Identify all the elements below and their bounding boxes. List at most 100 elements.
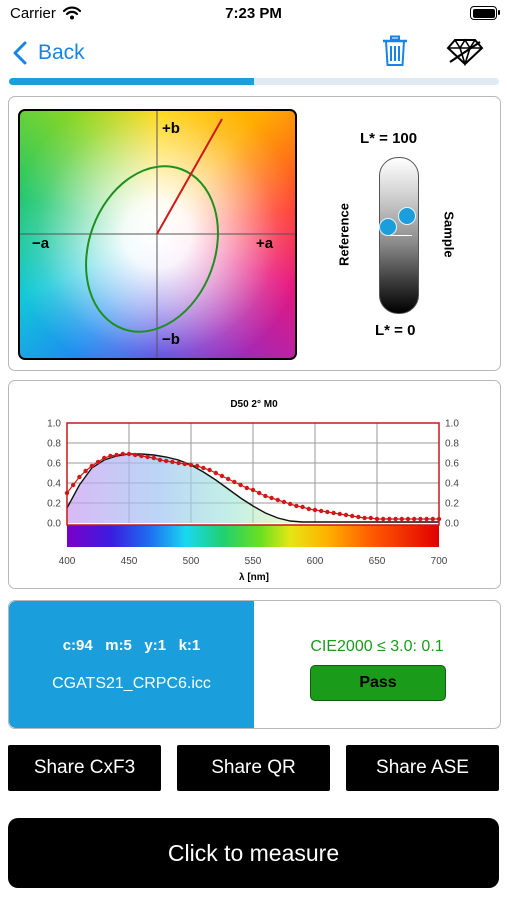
share-cxf3-button[interactable]: Share CxF3: [8, 745, 161, 791]
series-red-point: [294, 503, 299, 509]
progress-fill: [9, 78, 254, 85]
axis-label-plus-b: +b: [162, 120, 180, 137]
axis-label-minus-b: −b: [162, 331, 180, 348]
y-tick-label-right: 0.8: [445, 439, 459, 450]
color-swatch: c:94 m:5 y:1 k:1 CGATS21_CRPC6.icc: [9, 601, 254, 728]
y-tick-label-left: 1.0: [47, 419, 61, 430]
series-red-point: [412, 516, 417, 522]
series-red-point: [337, 511, 342, 517]
diamond-icon[interactable]: [446, 38, 484, 66]
series-red-point: [424, 516, 429, 522]
spectrum-fill: [67, 454, 439, 523]
wifi-icon: [63, 6, 81, 20]
series-red-point: [269, 495, 274, 501]
series-red-point: [325, 509, 330, 515]
tolerance-ellipse: [85, 165, 219, 333]
back-label: Back: [38, 41, 85, 64]
series-red-point: [393, 516, 398, 522]
lightness-max-label: L* = 100: [360, 130, 418, 147]
spectrum-chart: D50 2° M0 400 450 500 550 600 650 700 0.0 0.0 0.2…: [47, 399, 459, 583]
axis-label-minus-a: −a: [32, 235, 50, 252]
series-red-point: [288, 501, 293, 507]
series-red-point: [362, 515, 367, 521]
series-red-point: [207, 467, 212, 473]
series-red-point: [418, 516, 423, 522]
series-red-point: [319, 508, 324, 514]
series-red-point: [89, 463, 95, 469]
series-red-point: [219, 473, 225, 479]
series-red-point: [182, 461, 187, 467]
series-red-point: [430, 516, 435, 522]
status-carrier: Carrier: [10, 5, 56, 22]
share-qr-button[interactable]: Share QR: [177, 745, 330, 791]
series-red-point: [381, 516, 386, 522]
measure-button[interactable]: Click to measure: [8, 818, 499, 888]
series-red-point: [108, 453, 113, 459]
series-red-point: [306, 506, 311, 512]
series-red-point: [139, 453, 144, 459]
series-red-point: [164, 458, 169, 464]
y-tick-label-left: 0.0: [47, 519, 61, 530]
series-red-point: [188, 462, 194, 468]
spectrum-color-bar: [67, 525, 439, 547]
series-red-point: [176, 460, 181, 466]
series-red-point: [83, 468, 88, 474]
lab-panel: +b −b −a +a L* = 100 Reference Sample L*…: [8, 96, 501, 371]
series-red-point: [244, 485, 249, 491]
reference-label: Reference: [336, 203, 352, 266]
result-panel: c:94 m:5 y:1 k:1 CGATS21_CRPC6.icc CIE20…: [8, 600, 501, 729]
series-red-point: [120, 451, 126, 457]
series-red-point: [405, 516, 411, 522]
plot-frame: [66, 422, 440, 526]
series-red-point: [226, 476, 231, 482]
x-tick-label: 500: [183, 556, 200, 567]
lab-color-plane: +b −b −a +a: [18, 109, 297, 360]
series-red-point: [275, 497, 280, 503]
series-red-point: [343, 512, 349, 518]
pass-badge: Pass: [310, 665, 446, 701]
y-tick-label-left: 0.2: [47, 499, 61, 510]
series-red-point: [263, 493, 268, 499]
sample-label: Sample: [441, 211, 457, 258]
series-red-point: [114, 452, 119, 458]
cmyk-values: c:94 m:5 y:1 k:1: [62, 637, 201, 654]
series-red-point: [232, 479, 237, 485]
series-red-point: [201, 465, 206, 471]
profile-name: CGATS21_CRPC6.icc: [52, 675, 211, 692]
series-red-point: [331, 510, 336, 516]
series-red-point: [300, 504, 305, 510]
hue-angle-line: [156, 118, 223, 235]
y-tick-label-right: 0.2: [445, 499, 459, 510]
back-button[interactable]: Back: [12, 38, 85, 68]
y-tick-label-right: 0.0: [445, 519, 459, 530]
x-tick-label: 600: [307, 556, 324, 567]
x-axis-label: λ [nm]: [239, 572, 269, 583]
series-red-point: [170, 459, 175, 465]
series-red-point: [368, 515, 373, 521]
reference-marker: [379, 218, 397, 236]
series-red-point: [151, 455, 156, 461]
series-red-point: [257, 490, 262, 496]
series-red-point: [195, 463, 200, 469]
chevron-left-icon: [13, 41, 27, 65]
x-tick-label: 700: [431, 556, 448, 567]
share-ase-button[interactable]: Share ASE: [346, 745, 499, 791]
y-tick-label-right: 0.6: [445, 459, 459, 470]
battery-icon: [470, 6, 500, 20]
series-red-point: [350, 513, 355, 519]
series-red-point: [356, 514, 361, 520]
series-red-point: [71, 482, 76, 488]
series-red-point: [387, 516, 392, 522]
series-red-point: [250, 487, 256, 493]
y-tick-label-right: 1.0: [445, 419, 459, 430]
series-red-point: [102, 455, 107, 461]
x-tick-label: 650: [369, 556, 386, 567]
chart-title: D50 2° M0: [230, 399, 278, 410]
trash-icon[interactable]: [381, 35, 409, 67]
x-tick-label: 450: [121, 556, 138, 567]
series-red-point: [238, 482, 243, 488]
series-red-point: [213, 470, 218, 476]
spectrum-panel: D50 2° M0 400 450 500 550 600 650 700 0.0 0.0 0.2…: [8, 380, 501, 589]
y-tick-label-right: 0.4: [445, 479, 459, 490]
series-red-point: [145, 454, 150, 460]
